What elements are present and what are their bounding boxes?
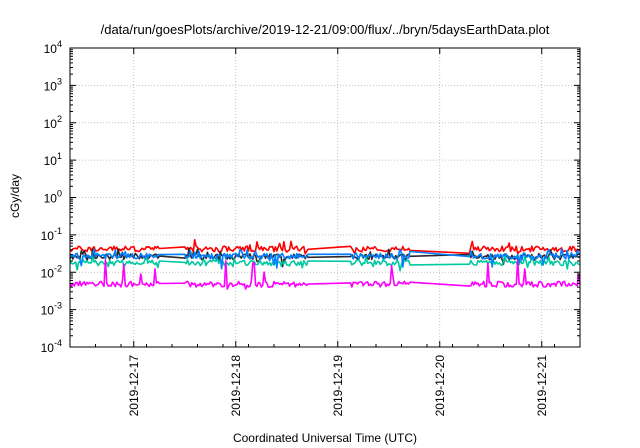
ticks	[69, 47, 581, 348]
y-tick-label: 10-2	[41, 263, 62, 280]
y-tick-label: 102	[44, 114, 62, 131]
y-tick-label: 100	[44, 189, 62, 206]
y-tick-label: 10-1	[41, 226, 62, 243]
y-tick-label: 103	[44, 76, 62, 93]
x-axis-label: Coordinated Universal Time (UTC)	[233, 431, 417, 445]
y-tick-labels: 10-4 10-3 10-2 10-1 100 101 102 103 104	[41, 39, 62, 355]
series-line	[69, 254, 581, 272]
x-tick-labels: 2019-12-17 2019-12-18 2019-12-19 2019-12-20…	[127, 355, 549, 417]
x-tick-label: 2019-12-21	[535, 355, 549, 417]
x-tick-label: 2019-12-18	[229, 355, 243, 417]
x-tick-label: 2019-12-19	[331, 355, 345, 417]
grid	[70, 48, 580, 347]
x-tick-label: 2019-12-20	[433, 355, 447, 417]
y-tick-label: 10-4	[41, 338, 62, 355]
series-line	[69, 248, 581, 270]
x-tick-label: 2019-12-17	[127, 355, 141, 417]
series-line	[69, 238, 581, 255]
series-group	[69, 238, 581, 290]
series-line	[69, 259, 581, 290]
chart-title: /data/run/goesPlots/archive/2019-12-21/0…	[101, 22, 550, 37]
y-tick-label: 101	[44, 151, 62, 168]
y-tick-label: 10-3	[41, 301, 62, 318]
y-axis-label: cGy/day	[8, 174, 22, 218]
y-tick-label: 104	[44, 39, 62, 56]
